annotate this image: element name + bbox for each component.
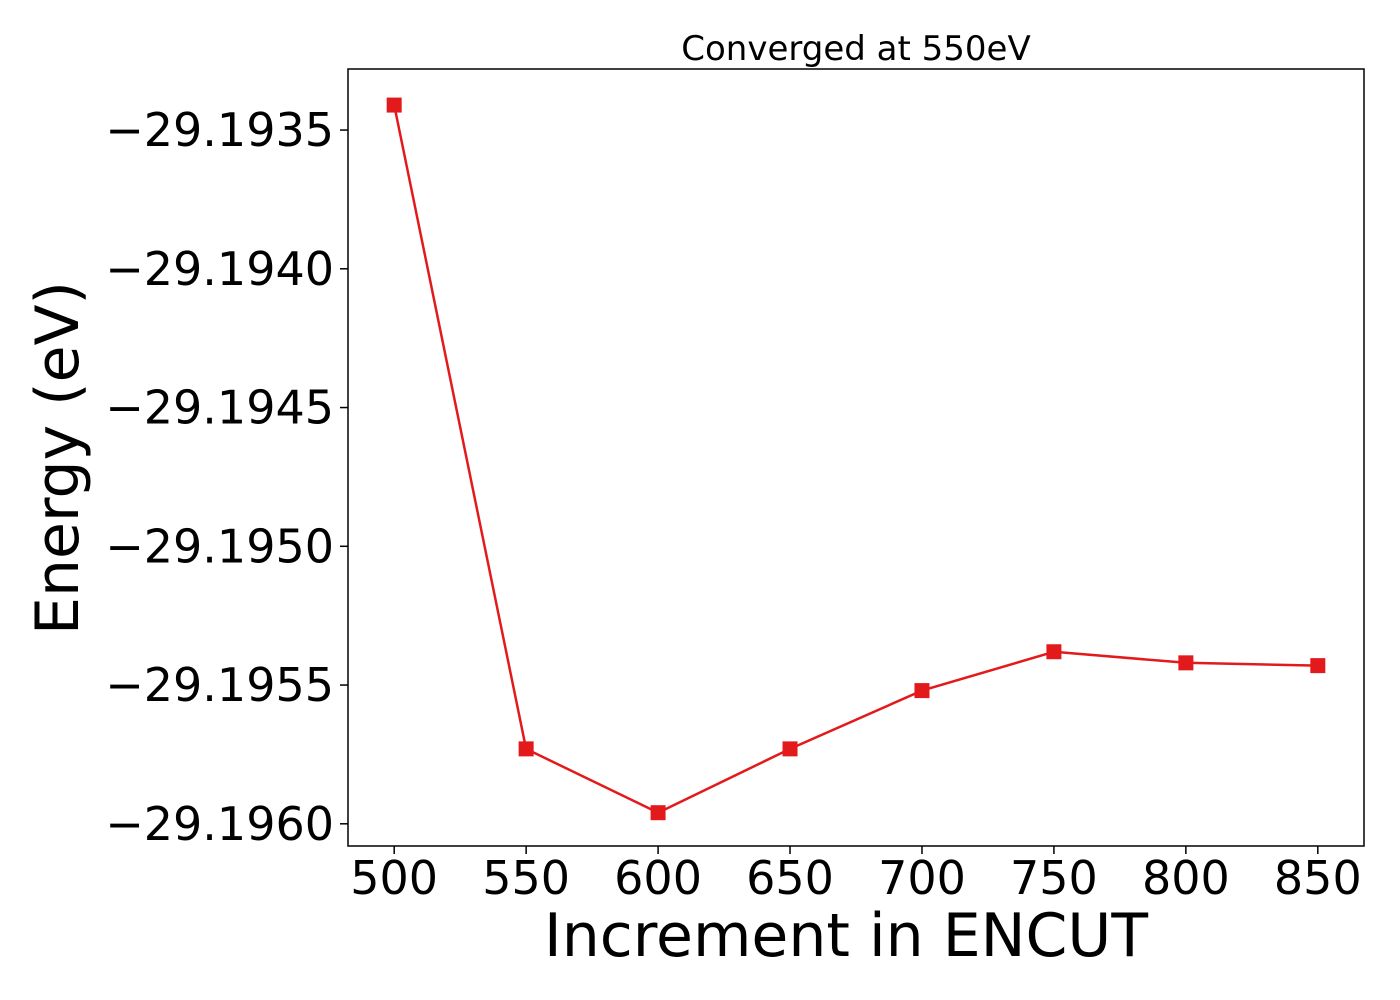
x-tick-label: 700: [878, 851, 966, 905]
y-tick-label: −29.1935: [105, 103, 334, 157]
data-point: [518, 741, 534, 757]
series-layer: [386, 97, 1326, 821]
plot-area: [347, 68, 1365, 847]
x-tick-label: 600: [614, 851, 702, 905]
x-tick-label: 850: [1274, 851, 1362, 905]
y-axis-label: Energy (eV): [23, 281, 93, 635]
series-line: [392, 104, 1318, 815]
data-point: [650, 805, 666, 821]
x-tick-label: 800: [1142, 851, 1230, 905]
data-point: [386, 97, 402, 113]
data-point: [782, 741, 798, 757]
y-axis-ticks: −29.1935 −29.1940 −29.1945 −29.1950 −29.1955…: [105, 103, 348, 851]
chart-title: Converged at 550eV: [681, 29, 1030, 69]
x-tick-label: 500: [350, 851, 438, 905]
x-tick-label: 550: [482, 851, 570, 905]
y-tick-label: −29.1955: [105, 658, 334, 712]
y-tick-label: −29.1945: [105, 381, 334, 435]
x-tick-label: 750: [1010, 851, 1098, 905]
y-tick-label: −29.1960: [105, 797, 334, 851]
data-point: [1310, 658, 1326, 674]
y-tick-label: −29.1950: [105, 519, 334, 573]
x-axis-label: Increment in ENCUT: [544, 901, 1148, 971]
x-axis-ticks: 500 550 600 650 700 750 800 850: [350, 846, 1362, 905]
data-point: [1046, 644, 1062, 660]
x-tick-label: 650: [746, 851, 834, 905]
data-point: [914, 683, 930, 699]
y-tick-label: −29.1940: [105, 242, 334, 296]
data-point: [1178, 655, 1194, 671]
